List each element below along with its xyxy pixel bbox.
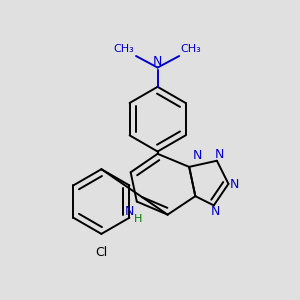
Text: N: N <box>230 178 239 191</box>
Text: N: N <box>211 205 220 218</box>
Text: N: N <box>124 205 134 218</box>
Text: N: N <box>153 55 162 68</box>
Text: N: N <box>214 148 224 161</box>
Text: N: N <box>192 149 202 162</box>
Text: CH₃: CH₃ <box>114 44 134 55</box>
Text: H: H <box>134 214 142 224</box>
Text: CH₃: CH₃ <box>181 44 202 55</box>
Text: Cl: Cl <box>95 246 107 259</box>
